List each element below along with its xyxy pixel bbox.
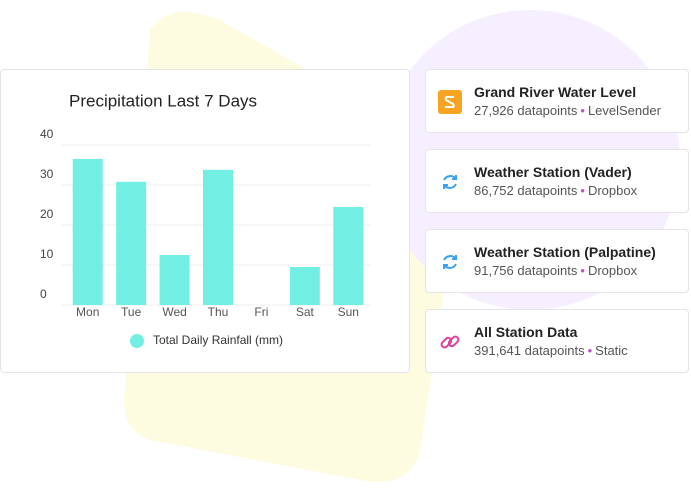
- bar: [203, 169, 233, 305]
- source-card[interactable]: All Station Data 391,641 datapoints • Stat…: [425, 309, 689, 373]
- icon: [438, 90, 462, 114]
- card-subtitle: 86,752 datapoints • Dropbox: [474, 183, 638, 198]
- bar: [159, 255, 190, 305]
- legend-label: Total Daily Rainfall (mm): [153, 333, 283, 347]
- source: Dropbox: [587, 263, 638, 278]
- count: 91,756 datapoints: [474, 263, 578, 278]
- bar: [289, 267, 320, 305]
- bar: [116, 181, 147, 305]
- y-tick-label: 20: [40, 207, 54, 221]
- count: 27,926 datapoints: [474, 103, 578, 118]
- chart-card: Precipitation Last 7 Days 0 10 20 30 40 Mon Tu…: [0, 69, 410, 373]
- icon: [440, 335, 460, 349]
- x-tick-label: Sun: [338, 305, 359, 319]
- bar: [333, 207, 364, 305]
- card-title: All Station Data: [474, 324, 578, 340]
- count: 391,641 datapoints: [474, 343, 585, 358]
- chart-title: Precipitation Last 7 Days: [69, 91, 257, 110]
- icon: [443, 255, 457, 269]
- bar: [72, 159, 103, 305]
- y-tick-label: 10: [40, 247, 54, 261]
- card-title: Weather Station (Palpatine): [474, 244, 656, 260]
- x-tick-label: Wed: [162, 305, 186, 319]
- card-title: Grand River Water Level: [474, 84, 637, 100]
- source-card[interactable]: Weather Station (Palpatine) 91,756 datap…: [425, 229, 689, 293]
- source: Dropbox: [587, 183, 638, 198]
- icon: [443, 175, 457, 189]
- card-subtitle: 91,756 datapoints • Dropbox: [474, 263, 638, 278]
- y-tick-label: 40: [40, 127, 54, 141]
- legend-swatch: [130, 334, 144, 348]
- x-tick-label: Thu: [208, 305, 229, 319]
- card-subtitle: 391,641 datapoints • Static: [474, 343, 628, 358]
- x-tick-label: Sat: [296, 305, 315, 319]
- count: 86,752 datapoints: [474, 183, 578, 198]
- x-tick-label: Fri: [254, 305, 268, 319]
- x-tick-label: Mon: [76, 305, 99, 319]
- x-tick-label: Tue: [121, 305, 142, 319]
- y-tick-label: 30: [40, 167, 54, 181]
- card-subtitle: 27,926 datapoints • LevelSender: [474, 103, 661, 118]
- source: Static: [595, 343, 628, 358]
- source: LevelSender: [587, 103, 661, 118]
- source-card[interactable]: Grand River Water Level 27,926 datapoint…: [425, 69, 689, 133]
- source-card[interactable]: Weather Station (Vader) 86,752 datapoint…: [425, 149, 689, 213]
- card-title: Weather Station (Vader): [474, 164, 632, 180]
- y-tick-label: 0: [40, 287, 47, 301]
